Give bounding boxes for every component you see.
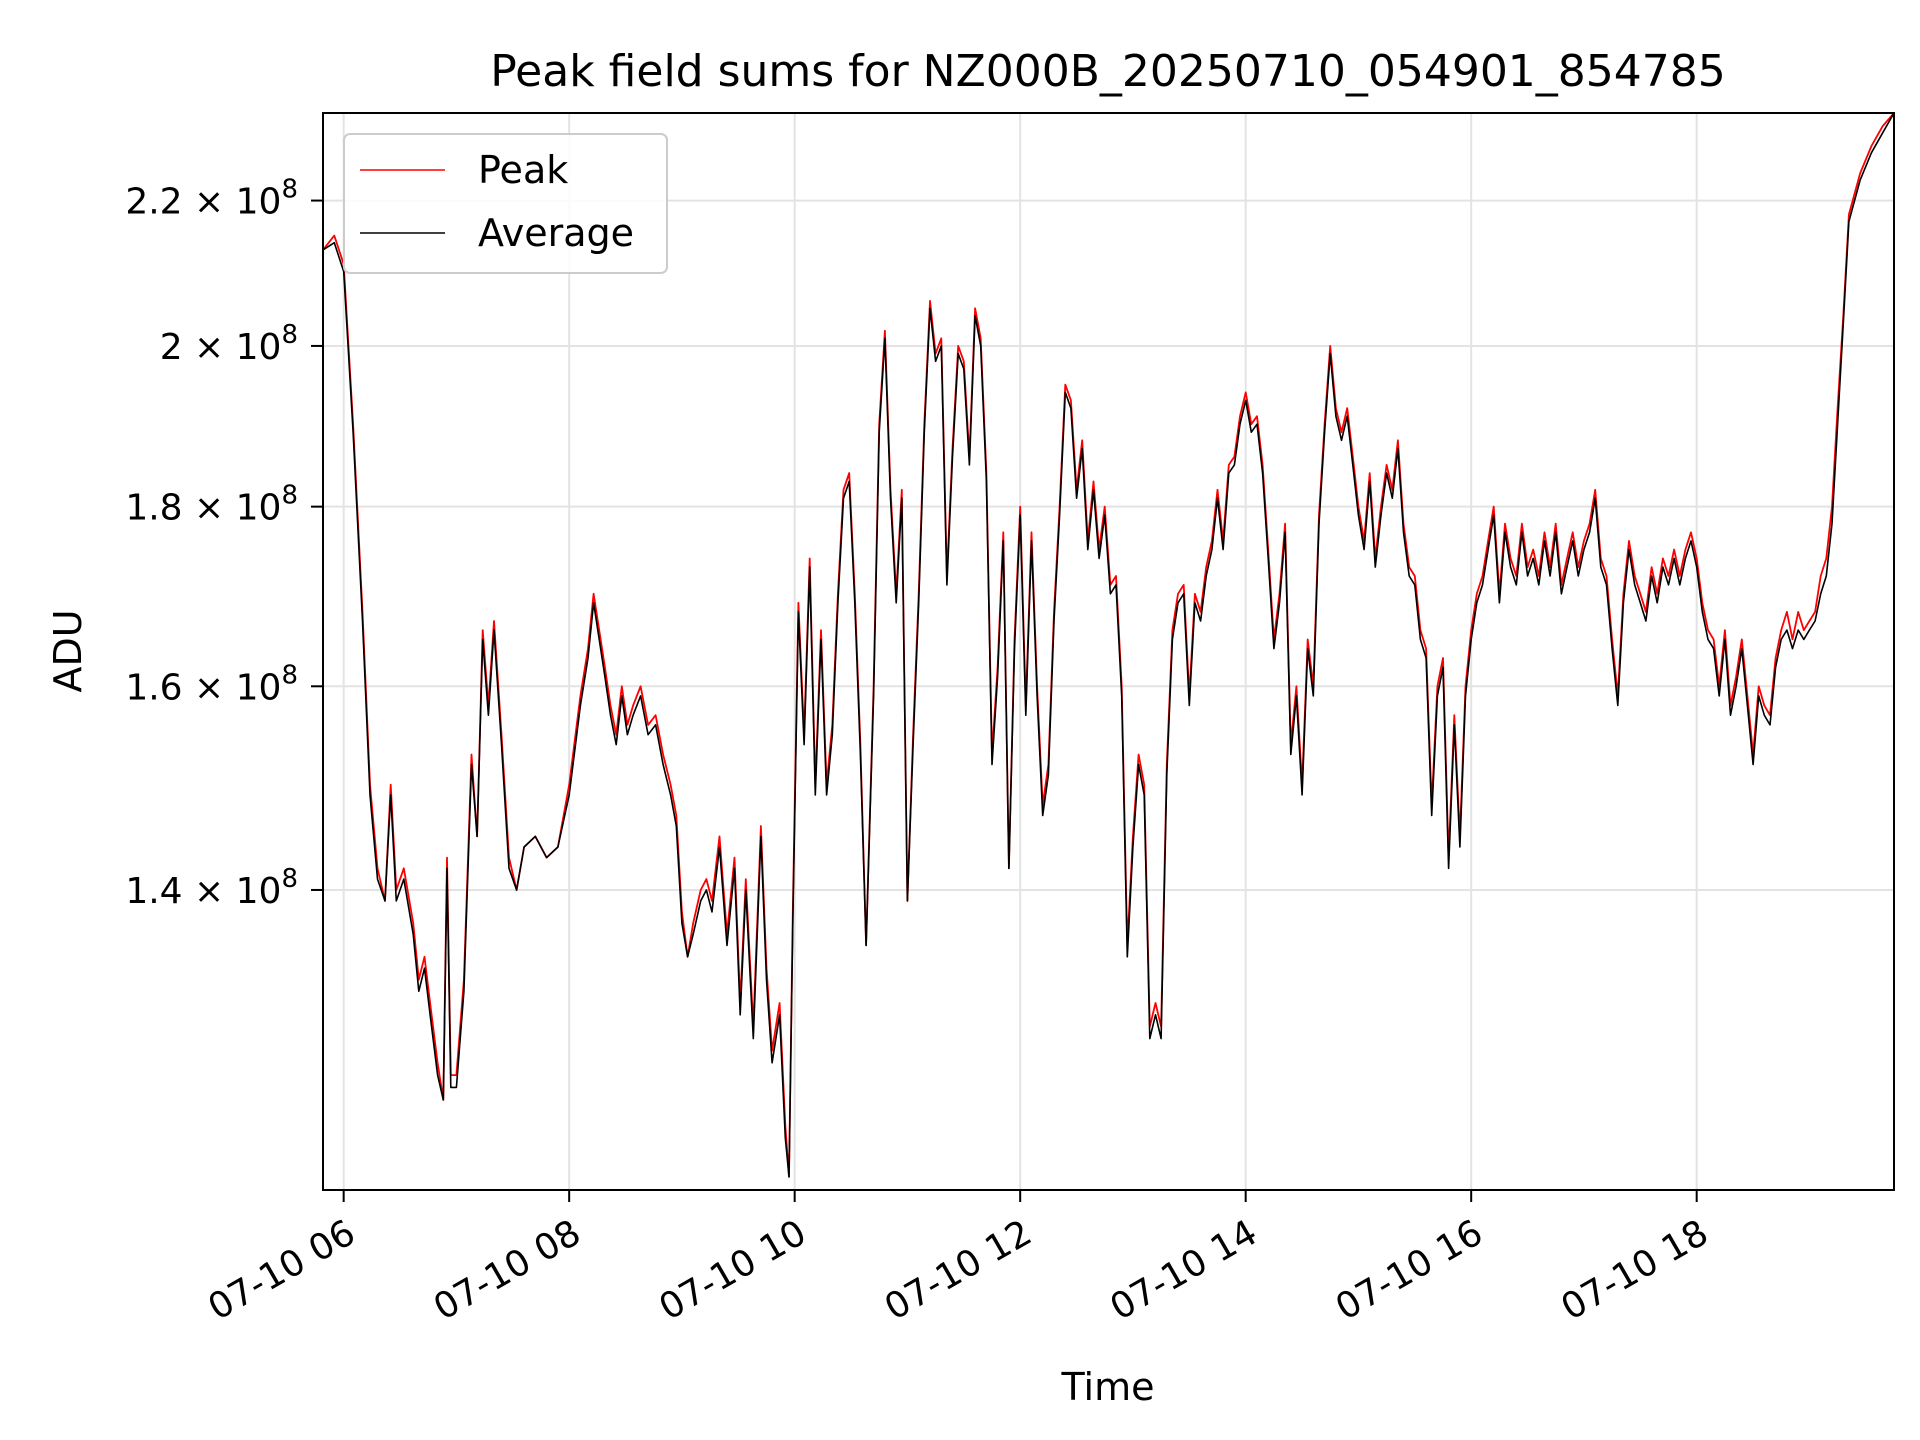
x-tick-label: 07-10 12 xyxy=(878,1212,1039,1328)
series-layer xyxy=(322,112,1895,1178)
y-tick-label: 2 × 108 xyxy=(160,320,298,368)
x-tick-label: 07-10 14 xyxy=(1104,1212,1265,1328)
series-line-peak xyxy=(322,112,1895,1178)
y-tick-label: 1.4 × 108 xyxy=(125,864,298,912)
series-line-average xyxy=(322,112,1895,1178)
x-axis-label: Time xyxy=(1061,1365,1155,1409)
y-tick-label: 1.6 × 108 xyxy=(125,660,298,708)
x-axis-ticks: 07-10 06 07-10 08 07-10 10 07-10 12 07-10 14… xyxy=(201,1190,1715,1329)
chart-title: Peak field sums for NZ000B_20250710_0549… xyxy=(490,46,1726,97)
plot-frame xyxy=(322,112,1895,1191)
grid xyxy=(323,113,1894,1190)
x-tick-label: 07-10 10 xyxy=(653,1212,814,1328)
y-tick-label: 2.2 × 108 xyxy=(125,175,298,223)
y-tick-label: 1.8 × 108 xyxy=(125,481,298,529)
y-axis-label: ADU xyxy=(46,609,90,692)
legend: Peak Average xyxy=(343,133,668,274)
legend-label-average: Average xyxy=(478,211,634,255)
y-axis-ticks: 1.4 × 108 1.6 × 108 1.8 × 108 2 × 108 2.2 × … xyxy=(125,175,323,912)
x-tick-label: 07-10 16 xyxy=(1329,1212,1490,1328)
x-tick-label: 07-10 06 xyxy=(201,1212,362,1328)
legend-box xyxy=(343,133,668,274)
x-tick-label: 07-10 18 xyxy=(1555,1212,1716,1328)
legend-label-peak: Peak xyxy=(478,148,568,192)
x-tick-label: 07-10 08 xyxy=(427,1212,588,1328)
